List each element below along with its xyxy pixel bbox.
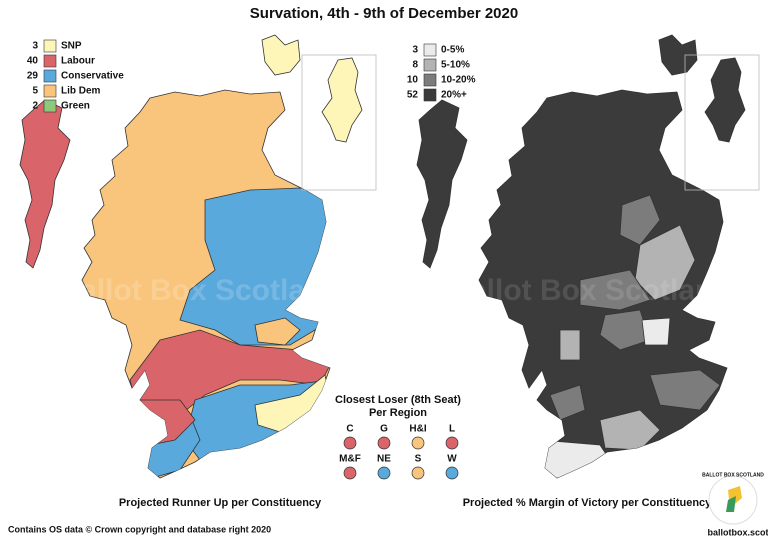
region-marker bbox=[343, 436, 357, 450]
legend-count: 10 bbox=[407, 75, 419, 86]
region-marker bbox=[377, 466, 391, 480]
region-label: G bbox=[380, 424, 388, 435]
region-label: M&F bbox=[339, 454, 361, 465]
region-marker bbox=[445, 466, 459, 480]
footer: Contains OS data © Crown copyright and d… bbox=[8, 524, 271, 534]
closest-loser-title: Closest Loser (8th Seat) bbox=[335, 394, 461, 406]
region-label: H&I bbox=[409, 424, 426, 435]
right-caption: Projected % Margin of Victory per Consti… bbox=[463, 497, 712, 509]
legend-swatch bbox=[423, 58, 437, 72]
margin-legend: 3 0-5% 8 5-10% 10 10-20% 52 20%+ bbox=[407, 43, 476, 102]
legend-count: 3 bbox=[32, 41, 38, 52]
region-marker bbox=[411, 436, 425, 450]
legend-swatch bbox=[43, 84, 57, 98]
region-marker bbox=[411, 466, 425, 480]
region-marker bbox=[445, 436, 459, 450]
legend-count: 8 bbox=[412, 60, 418, 71]
legend-swatch bbox=[43, 99, 57, 113]
legend-count: 5 bbox=[32, 86, 38, 97]
region-label: L bbox=[449, 424, 455, 435]
legend-swatch bbox=[423, 73, 437, 87]
logo: BALLOT BOX SCOTLAND ballotbox.scot bbox=[702, 472, 768, 537]
region-label: NE bbox=[377, 454, 391, 465]
legend-swatch bbox=[423, 88, 437, 102]
runner-up-legend: 3 SNP 40 Labour 29 Conservative 5 Lib Dem 2 Green bbox=[27, 39, 124, 113]
legend-swatch bbox=[43, 69, 57, 83]
legend-swatch bbox=[423, 43, 437, 57]
region-label: C bbox=[346, 424, 353, 435]
logo-name: BALLOT BOX SCOTLAND bbox=[702, 472, 764, 478]
legend-count: 52 bbox=[407, 90, 419, 101]
legend-label: 5-10% bbox=[441, 60, 470, 71]
region-label: W bbox=[447, 454, 457, 465]
margin-map bbox=[416, 34, 760, 479]
legend-count: 40 bbox=[27, 56, 39, 67]
closest-loser-subtitle: Per Region bbox=[369, 407, 427, 419]
legend-count: 29 bbox=[27, 71, 39, 82]
legend-swatch bbox=[43, 39, 57, 53]
region-label: S bbox=[415, 454, 422, 465]
legend-label: Labour bbox=[61, 56, 95, 67]
legend-count: 3 bbox=[412, 45, 418, 56]
legend-swatch bbox=[43, 54, 57, 68]
watermark: Ballot Box Scotland bbox=[448, 274, 731, 307]
watermark: Ballot Box Scotland bbox=[58, 274, 341, 307]
legend-label: Green bbox=[61, 101, 90, 112]
legend-label: Conservative bbox=[61, 71, 124, 82]
legend-label: 0-5% bbox=[441, 45, 464, 56]
legend-label: Lib Dem bbox=[61, 86, 101, 97]
legend-count: 2 bbox=[32, 101, 38, 112]
legend-label: SNP bbox=[61, 41, 82, 52]
legend-label: 10-20% bbox=[441, 75, 476, 86]
closest-loser-grid: C G H&I L M&F NE S W bbox=[339, 424, 459, 480]
title: Survation, 4th - 9th of December 2020 bbox=[250, 5, 518, 22]
legend-label: 20%+ bbox=[441, 90, 467, 101]
region-marker bbox=[343, 466, 357, 480]
logo-url: ballotbox.scot bbox=[707, 527, 768, 537]
region-marker bbox=[377, 436, 391, 450]
left-caption: Projected Runner Up per Constituency bbox=[119, 497, 322, 509]
